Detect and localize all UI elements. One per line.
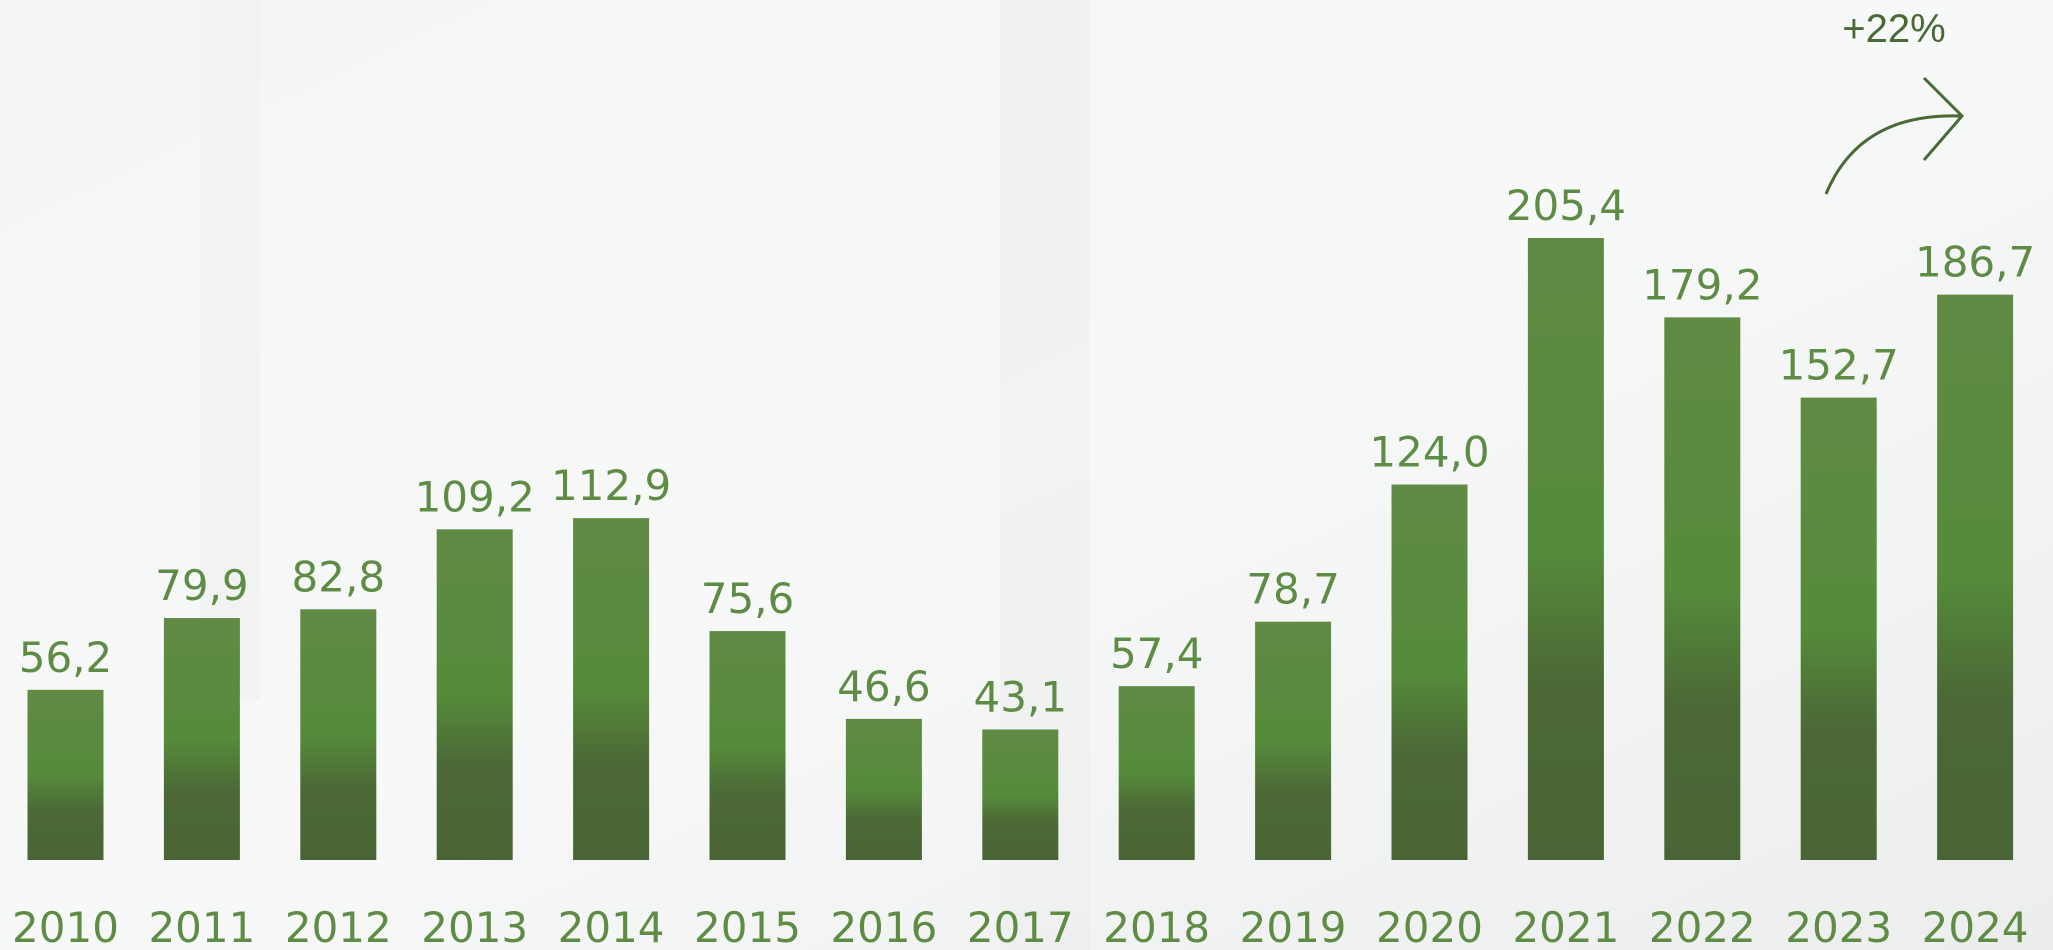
bar [437,529,513,860]
bar [1664,317,1740,860]
bar [28,690,104,860]
bar [573,518,649,860]
x-tick-label: 2017 [967,903,1074,950]
bar [1528,238,1604,860]
bar [710,631,786,860]
bar [1255,622,1331,860]
x-tick-label: 2015 [694,903,801,950]
x-tick-label: 2012 [285,903,392,950]
value-label: 57,4 [1110,629,1204,678]
chart: 56,2 2010 79,9 2011 82,8 2012 109,2 2013 112,9 20… [0,0,2053,950]
bar [164,618,240,860]
value-label: 205,4 [1506,181,1626,230]
value-label: 109,2 [415,472,535,521]
value-label: 112,9 [551,461,671,510]
value-label: 43,1 [974,672,1068,721]
value-label: 75,6 [701,574,795,623]
value-label: 78,7 [1246,565,1340,614]
x-tick-label: 2022 [1649,903,1756,950]
x-tick-label: 2019 [1240,903,1347,950]
bar [300,609,376,860]
x-tick-label: 2023 [1785,903,1892,950]
value-label: 124,0 [1369,428,1489,477]
x-tick-label: 2010 [12,903,119,950]
bar [1801,398,1877,860]
x-tick-label: 2018 [1103,903,1210,950]
x-tick-label: 2013 [421,903,528,950]
value-label: 152,7 [1779,341,1899,390]
bar [1392,485,1468,860]
page: 56,2 2010 79,9 2011 82,8 2012 109,2 2013 112,9 20… [0,0,2053,950]
x-tick-label: 2011 [148,903,255,950]
value-label: 82,8 [292,552,386,601]
value-label: 46,6 [837,662,931,711]
x-tick-label: 2024 [1922,903,2029,950]
annotation: +22% [1842,7,1945,51]
value-label: 179,2 [1642,260,1762,309]
x-tick-label: 2014 [558,903,665,950]
bar [846,719,922,860]
bar [1119,686,1195,860]
value-label: 79,9 [155,561,249,610]
x-tick-label: 2021 [1512,903,1619,950]
x-tick-label: 2016 [830,903,937,950]
bar [1937,295,2013,860]
value-label: 56,2 [19,633,113,682]
value-label: 186,7 [1915,238,2035,287]
x-tick-label: 2020 [1376,903,1483,950]
bar [982,729,1058,860]
